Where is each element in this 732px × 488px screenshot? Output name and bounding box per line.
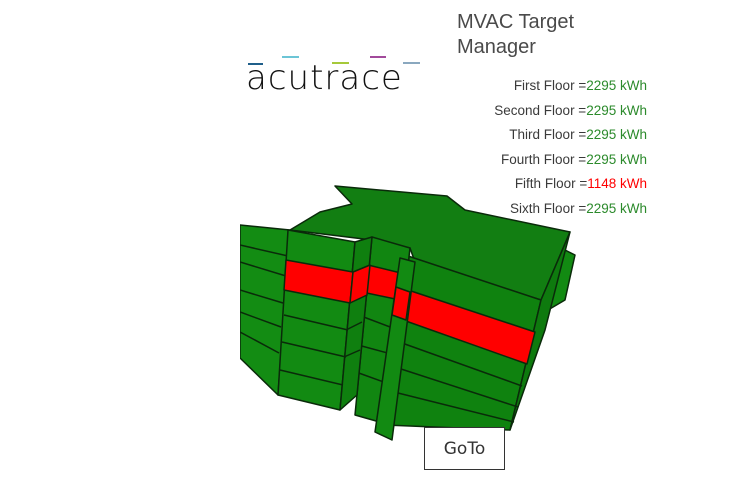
floor-divider-line	[401, 342, 523, 387]
floor-row-first: First Floor =2295 kWh	[494, 76, 647, 101]
floor-divider-line	[240, 261, 287, 277]
logo-text: acutrace	[246, 58, 403, 98]
floor-label: Fifth Floor =	[514, 176, 588, 191]
logo-dash	[248, 63, 263, 65]
floor-value: 1148 kWh	[587, 176, 647, 191]
floor-row-fourth: Fourth Floor =2295 kWh	[494, 150, 647, 175]
floor-row-sixth: Sixth Floor =2295 kWh	[494, 199, 647, 224]
logo-dash	[282, 56, 299, 58]
floor-divider-line	[345, 321, 363, 331]
logo-dash	[403, 62, 420, 64]
floor-divider-line	[397, 367, 519, 408]
floor-divider-line	[240, 244, 289, 257]
goto-button[interactable]: GoTo	[424, 427, 505, 470]
floor-divider-line	[343, 349, 361, 358]
floor-row-fifth: Fifth Floor =1148 kWh	[494, 174, 647, 199]
floor-value: 2295 kWh	[586, 78, 647, 93]
fifth-floor-band	[391, 286, 411, 321]
floor-value: 2295 kWh	[586, 151, 647, 167]
floor-label: Second Floor =	[494, 102, 587, 118]
floor-label: First Floor =	[513, 78, 587, 93]
floor-value: 2295 kWh	[586, 102, 647, 118]
floor-value: 2295 kWh	[586, 200, 647, 216]
page-title: MVAC Target Manager	[457, 11, 575, 58]
floor-divider-line	[240, 331, 280, 354]
floor-row-second: Second Floor =2295 kWh	[494, 101, 647, 126]
floor-divider-line	[281, 341, 347, 358]
acutrace-logo: acutrace	[246, 52, 424, 98]
floor-label: Third Floor =	[509, 127, 587, 142]
floor-row-third: Third Floor =2295 kWh	[494, 125, 647, 150]
floor-divider-line	[240, 311, 282, 328]
main-block-side	[509, 231, 571, 431]
floor-list: First Floor =2295 kWh Second Floor =2295…	[494, 76, 647, 223]
building-3d-view[interactable]	[240, 180, 585, 480]
fifth-floor-band	[349, 264, 371, 304]
floor-label: Sixth Floor =	[510, 200, 587, 216]
roof	[289, 185, 571, 301]
floor-divider-line	[393, 391, 515, 423]
logo-dash	[370, 56, 386, 58]
floor-divider-line	[240, 289, 284, 304]
floor-divider-line	[283, 314, 349, 331]
floor-value: 2295 kWh	[586, 127, 647, 142]
logo-dash	[332, 62, 349, 64]
floor-divider-line	[279, 369, 344, 386]
floor-label: Fourth Floor =	[501, 151, 587, 167]
